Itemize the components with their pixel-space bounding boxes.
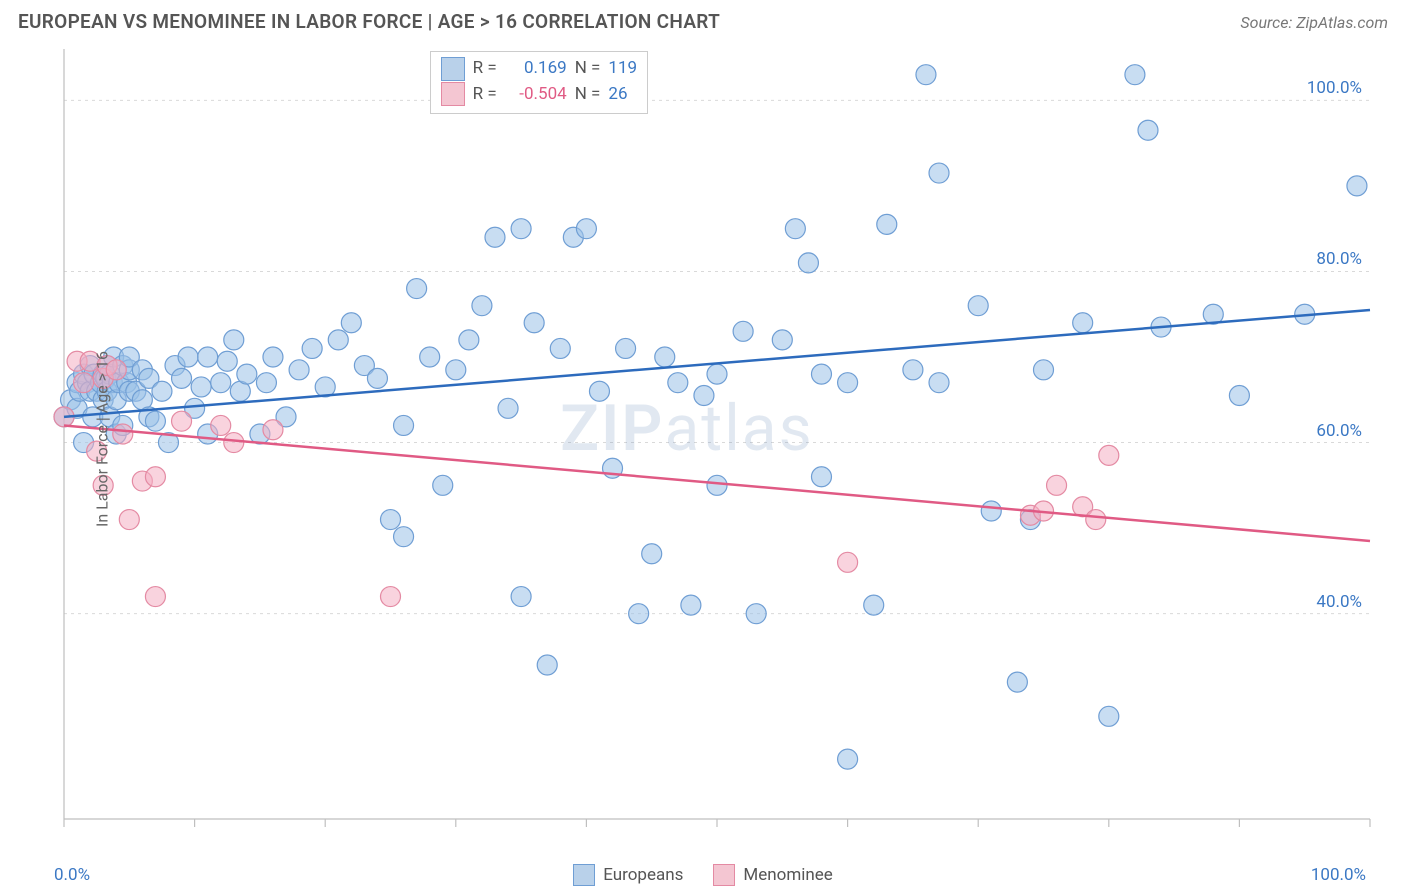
n-label: N = — [575, 82, 601, 108]
r-label: R = — [473, 82, 497, 108]
r-value: -0.504 — [505, 82, 567, 108]
chart-header: EUROPEAN VS MENOMINEE IN LABOR FORCE | A… — [0, 0, 1406, 39]
legend-swatch — [573, 864, 595, 886]
source-prefix: Source: — [1240, 13, 1296, 32]
source-name: ZipAtlas.com — [1296, 13, 1388, 32]
legend-swatch — [713, 864, 735, 886]
n-label: N = — [575, 56, 601, 82]
legend-swatch — [441, 82, 465, 106]
legend-item: Europeans — [573, 864, 683, 886]
chart-footer: 0.0% Europeans Menominee 100.0% — [0, 864, 1406, 886]
x-axis-start-label: 0.0% — [54, 865, 90, 885]
n-value: 26 — [608, 82, 627, 108]
legend-row: R = -0.504 N = 26 — [441, 82, 637, 108]
scatter-chart — [18, 39, 1388, 839]
y-tick-label: 60.0% — [1316, 421, 1362, 441]
y-axis-label: In Labor Force | Age > 16 — [92, 351, 111, 527]
y-tick-label: 40.0% — [1316, 592, 1362, 612]
r-value: 0.169 — [505, 56, 567, 82]
legend-swatch — [441, 57, 465, 81]
chart-source: Source: ZipAtlas.com — [1240, 13, 1388, 32]
series-legend: Europeans Menominee — [0, 864, 1406, 886]
chart-title: EUROPEAN VS MENOMINEE IN LABOR FORCE | A… — [18, 10, 720, 33]
y-tick-label: 100.0% — [1307, 78, 1362, 98]
chart-area: In Labor Force | Age > 16 ZIPatlas R = 0… — [18, 39, 1388, 839]
n-value: 119 — [608, 56, 637, 82]
correlation-legend: R = 0.169 N = 119R = -0.504 N = 26 — [430, 51, 648, 114]
r-label: R = — [473, 56, 497, 82]
x-axis-end-label: 100.0% — [1311, 865, 1366, 885]
y-tick-label: 80.0% — [1316, 249, 1362, 269]
legend-label: Menominee — [743, 865, 832, 885]
legend-label: Europeans — [603, 865, 683, 885]
legend-item: Menominee — [713, 864, 832, 886]
legend-row: R = 0.169 N = 119 — [441, 56, 637, 82]
